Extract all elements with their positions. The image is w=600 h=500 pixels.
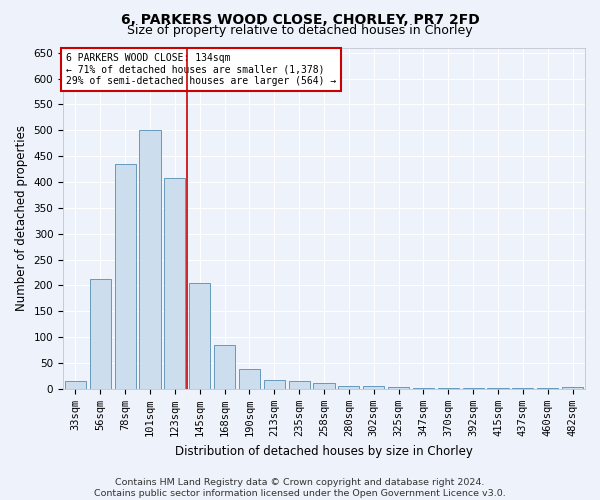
- Bar: [189, 283, 210, 389]
- Bar: [463, 388, 484, 389]
- Bar: [164, 178, 185, 389]
- Text: 6, PARKERS WOOD CLOSE, CHORLEY, PR7 2FD: 6, PARKERS WOOD CLOSE, CHORLEY, PR7 2FD: [121, 12, 479, 26]
- Bar: [313, 382, 335, 389]
- Text: Contains HM Land Registry data © Crown copyright and database right 2024.
Contai: Contains HM Land Registry data © Crown c…: [94, 478, 506, 498]
- Bar: [90, 280, 111, 389]
- Text: Size of property relative to detached houses in Chorley: Size of property relative to detached ho…: [127, 24, 473, 37]
- Bar: [289, 381, 310, 389]
- Bar: [413, 388, 434, 389]
- Bar: [139, 130, 161, 389]
- Bar: [338, 386, 359, 389]
- Y-axis label: Number of detached properties: Number of detached properties: [15, 125, 28, 311]
- Bar: [115, 164, 136, 389]
- Bar: [512, 388, 533, 389]
- Bar: [487, 388, 509, 389]
- Text: 6 PARKERS WOOD CLOSE: 134sqm
← 71% of detached houses are smaller (1,378)
29% of: 6 PARKERS WOOD CLOSE: 134sqm ← 71% of de…: [65, 52, 336, 86]
- Bar: [363, 386, 384, 389]
- Bar: [264, 380, 285, 389]
- Bar: [438, 388, 459, 389]
- Bar: [537, 388, 558, 389]
- X-axis label: Distribution of detached houses by size in Chorley: Distribution of detached houses by size …: [175, 444, 473, 458]
- Bar: [388, 388, 409, 389]
- Bar: [239, 370, 260, 389]
- Bar: [562, 388, 583, 389]
- Bar: [65, 381, 86, 389]
- Bar: [214, 346, 235, 389]
